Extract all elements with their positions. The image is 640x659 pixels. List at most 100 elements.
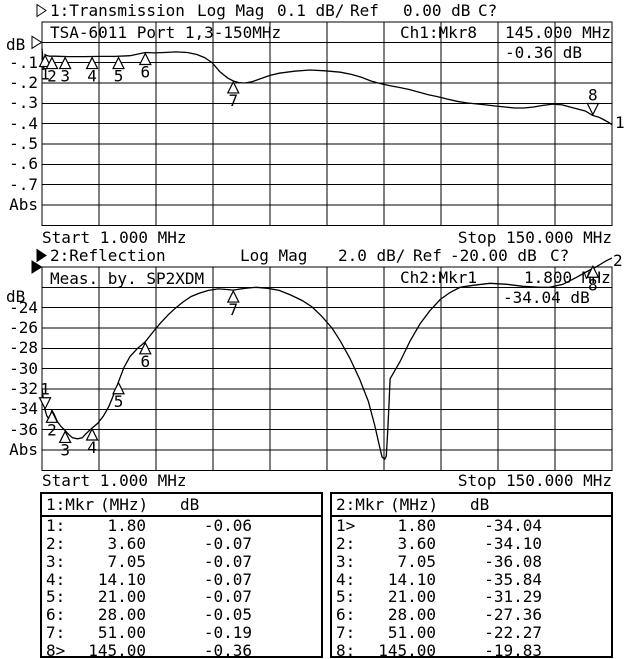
ch1-table-row-4-num: 4: [46,569,66,589]
ch2-table-row-6-db: -27.36 [484,605,542,625]
ch1-marker-7-icon[interactable] [226,80,240,94]
ch2-marker-6-icon[interactable] [138,341,152,355]
ch2-ytick-28: -28 [9,338,38,358]
ch1-ytick-2: -.2 [9,72,38,92]
ch1-table-row-8-freq: 145.00 [88,640,146,659]
ch2-table-header-rule [332,515,611,517]
ch1-marker-value: -0.36 dB [505,43,583,62]
ch1-marker-8-icon[interactable] [586,102,600,116]
ch2-marker-5-icon[interactable] [112,381,125,395]
ch2-table-row-3-freq: 7.05 [397,551,436,571]
ch1-table-row-4-freq: 14.10 [97,569,146,589]
ch2-marker-1-label: 1 [40,380,50,399]
ch1-marker-3-icon[interactable] [58,56,72,70]
ch1-marker-8-label: 8 [588,86,598,105]
ch2-marker-3-icon[interactable] [58,430,72,444]
ch1-ytick-7: -.7 [9,174,38,194]
ch2-ytick-32: -32 [9,378,38,398]
ch1-table-row-3-num: 3: [46,551,66,571]
ch1-ytick-4: -.4 [9,113,38,133]
ch1-table-row-8-db: -0.36 [203,640,252,659]
ch1-start-freq: Start 1.000 MHz [42,228,187,247]
ch2-table-row-5-num: 5: [336,587,356,607]
ch2-scale: 2.0 dB/ [338,246,406,265]
ch2-table-row-5-freq: 21.00 [387,587,436,607]
ch2-cal-status: C? [550,246,570,265]
ch1-markers: 12 3 4 5 6 7 8 [40,62,597,109]
ch2-table-title: 2:Mkr [336,495,385,514]
ch2-ytick-24: -24 [9,297,38,317]
ch2-table-row-3-num: 3: [336,551,356,571]
ch1-comment: TSA-6011 Port 1,3-150MHz [50,23,282,42]
ch1-table-row-3-db: -0.07 [203,551,252,571]
ch1-marker-3-label: 3 [60,67,70,86]
ch1-marker-4-label: 4 [87,67,97,86]
ch2-marker-readout: Ch2:Mkr1 [400,268,478,287]
ch1-ref-label: Ref [350,1,379,20]
ch2-format: Log Mag [240,246,308,265]
ch1-table-title: 1:Mkr [46,495,95,514]
ch1-table-row-2-num: 2: [46,533,66,553]
ch1-marker-2-icon[interactable] [45,56,59,70]
ch1-marker-5-icon[interactable] [112,56,125,70]
ch1-table-row-7-db: -0.19 [203,623,252,643]
ch1-ref-value: 0.00 dB [403,1,471,20]
ch2-ref-label: Ref [413,246,442,265]
ch2-table-row-2-db: -34.10 [484,533,542,553]
ch2-marker-5-label: 5 [114,392,124,411]
ch2-marker-3-label: 3 [60,440,70,459]
ch1-marker-7-label: 7 [228,91,238,110]
ch1-table-row-8-num: 8> [46,640,66,659]
ch1-table-db-header: dB [180,495,200,514]
ch2-marker-7-icon[interactable] [226,289,240,303]
ch2-title: 2:Reflection [50,246,166,265]
ch2-ytick-Abs: Abs [9,439,38,459]
ch1-table-row-2-freq: 3.60 [107,533,146,553]
ch1-table-row-1-num: 1: [46,516,66,535]
ch2-table-row-6-num: 6: [336,605,356,625]
ch1-trace-number: 1 [615,113,625,132]
ch2-table-row-8-num: 8: [336,640,356,659]
ch2-marker-2-label: 2 [47,420,57,439]
ch2-table-row-4-num: 4: [336,569,356,589]
ch1-ytick-Abs: Abs [9,194,38,214]
ch1-marker-1-label: 1 [40,65,50,84]
ch1-table-row-4-db: -0.07 [203,569,252,589]
ch1-marker-4-icon[interactable] [85,56,99,70]
ch2-marker-2-icon[interactable] [45,409,59,423]
ch2-y-unit: dB [6,287,26,306]
ch2-marker-6-label: 6 [140,352,150,371]
ch1-ytick-1: -.1 [9,52,38,72]
ch2-stop-freq: Stop 150.000 MHz [457,471,612,490]
ch1-channel-indicator-icon [36,3,47,18]
ch2-start-freq: Start 1.000 MHz [42,471,187,490]
ch1-marker-6-icon[interactable] [138,52,152,66]
ch1-ytick-3: -.3 [9,93,38,113]
ch1-table-row-2-db: -0.07 [203,533,252,553]
ch2-marker-table: 2:Mkr (MHz) dB 1> 1.80 -34.04 2: 3.60 -34.10 3… [330,492,613,658]
ch1-table-freq-header: (MHz) [100,495,149,514]
ch1-marker-freq: 145.000 MHz [505,23,611,42]
ch2-table-freq-header: (MHz) [390,495,439,514]
ch2-table-row-4-db: -35.84 [484,569,542,589]
ch1-format: Log Mag [197,1,265,20]
ch2-marker-1-icon[interactable] [38,397,52,411]
ch1-table-row-1-db: -0.06 [203,516,252,535]
ch2-ref-level-indicator-icon [31,260,43,274]
ch1-marker-1-icon[interactable] [38,54,52,68]
ch2-table-row-1-freq: 1.80 [397,516,436,535]
ch2-ytick-34: -34 [9,399,38,419]
ch2-marker-freq: 1.800 MHz [524,268,611,287]
ch1-title: 1:Transmission [50,1,185,20]
ch2-ytick-26: -26 [9,317,38,337]
ch1-marker-5-label: 5 [114,67,124,86]
ch2-marker-7-label: 7 [228,300,238,319]
ch2-table-row-7-num: 7: [336,623,356,643]
ch1-table-row-6-db: -0.05 [203,605,252,625]
ch1-marker-6-label: 6 [140,62,150,81]
ch2-trace-number: 2 [613,251,623,270]
ch2-ytick-30: -30 [9,358,38,378]
ch1-stop-freq: Stop 150.000 MHz [457,228,612,247]
ch2-marker-4-icon[interactable] [85,427,99,441]
